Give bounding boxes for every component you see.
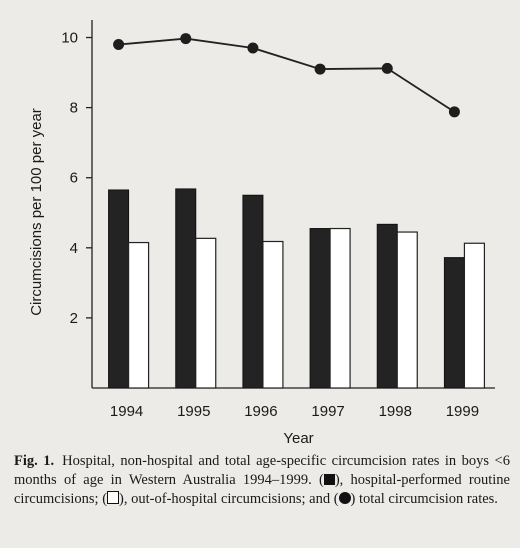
- bar-hospital: [242, 194, 264, 389]
- total-rate-point: [448, 106, 460, 118]
- y-tick-label: 2: [70, 310, 78, 327]
- caption-legend-out: out-of-hospital circumcisions; and: [131, 491, 331, 507]
- x-tick-label: 1997: [311, 403, 344, 420]
- caption-legend-hospital: hospital-performed routine circumcisions…: [14, 472, 510, 507]
- bar-out-of-hospital: [463, 242, 486, 389]
- y-tick-label: 4: [70, 240, 78, 257]
- caption-text: Hospital, non-hospital and total age-spe…: [14, 453, 510, 488]
- total-rate-point: [247, 42, 259, 54]
- figure-caption: Fig. 1. Hospital, non-hospital and total …: [14, 453, 510, 507]
- bar-out-of-hospital: [329, 227, 351, 389]
- x-axis-title: Year: [283, 430, 313, 447]
- y-tick-label: 8: [70, 100, 78, 117]
- bar-hospital: [443, 257, 465, 389]
- bar-hospital: [108, 189, 130, 389]
- total-rate-point: [180, 33, 192, 45]
- y-tick-label: 6: [70, 170, 78, 187]
- caption-label: Fig. 1.: [14, 453, 55, 469]
- bar-out-of-hospital: [195, 237, 217, 389]
- x-tick-label: 1998: [379, 403, 412, 420]
- x-tick-label: 1995: [177, 403, 210, 420]
- total-rate-point: [113, 39, 125, 51]
- y-axis-title: Circumcisions per 100 per year: [28, 108, 45, 316]
- total-rate-point: [314, 63, 326, 75]
- total-rate-point: [381, 62, 393, 74]
- bar-hospital: [376, 223, 398, 389]
- x-tick-label: 1999: [446, 403, 479, 420]
- x-tick-label: 1996: [244, 403, 277, 420]
- bar-out-of-hospital: [127, 241, 150, 389]
- y-tick-label: 10: [61, 30, 78, 47]
- bar-out-of-hospital: [262, 240, 284, 389]
- chart-svg: 2 4 6 8 10 Circumcisions per 100 per year 1994…: [28, 20, 495, 447]
- total-rate-line: [118, 37, 455, 113]
- bar-out-of-hospital: [396, 231, 418, 389]
- bar-hospital: [309, 228, 331, 389]
- caption-legend-total: total circumcision rates.: [359, 491, 498, 507]
- x-tick-label: 1994: [110, 403, 143, 420]
- black-square-icon: [323, 474, 335, 485]
- chart-area: 2 4 6 8 10 Circumcisions per 100 per year 1994…: [28, 20, 495, 447]
- bar-hospital: [175, 188, 197, 389]
- black-circle-icon: [338, 492, 351, 504]
- white-square-icon: [107, 491, 120, 504]
